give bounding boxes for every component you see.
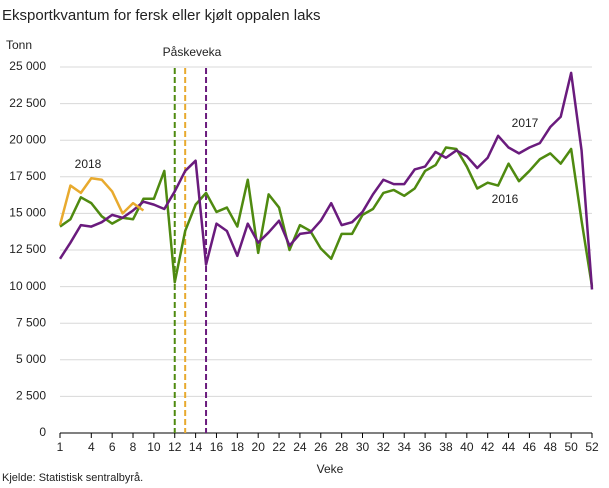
y-tick-label: 15 000 — [9, 206, 46, 220]
series-label: 2018 — [75, 157, 102, 171]
y-tick-label: 10 000 — [9, 279, 46, 293]
annotation: Påskeveka — [163, 45, 222, 59]
x-tick-label: 46 — [523, 440, 537, 454]
x-tick-label: 28 — [335, 440, 349, 454]
x-tick-label: 38 — [439, 440, 453, 454]
x-tick-label: 26 — [314, 440, 328, 454]
x-tick-label: 20 — [252, 440, 266, 454]
series-label: 2016 — [492, 192, 519, 206]
x-tick-label: 36 — [418, 440, 432, 454]
x-tick-label: 32 — [377, 440, 391, 454]
y-tick-label: 0 — [39, 425, 46, 439]
x-tick-label: 42 — [481, 440, 495, 454]
y-tick-label: 7 500 — [16, 315, 46, 329]
x-axis-label: Veke — [317, 462, 344, 476]
y-tick-label: 17 500 — [9, 169, 46, 183]
y-tick-label: 2 500 — [16, 389, 46, 403]
y-tick-label: 25 000 — [9, 59, 46, 73]
x-tick-label: 22 — [272, 440, 286, 454]
y-tick-label: 5 000 — [16, 352, 46, 366]
x-tick-label: 1 — [57, 440, 64, 454]
x-tick-label: 12 — [168, 440, 182, 454]
x-tick-label: 52 — [585, 440, 599, 454]
x-tick-label: 24 — [293, 440, 307, 454]
x-tick-label: 34 — [398, 440, 412, 454]
y-axis-label: Tonn — [6, 38, 32, 52]
series-line — [58, 177, 145, 226]
x-tick-label: 44 — [502, 440, 516, 454]
x-tick-label: 30 — [356, 440, 370, 454]
series-line — [59, 146, 594, 287]
series-line — [58, 71, 594, 290]
x-tick-label: 16 — [210, 440, 224, 454]
y-tick-label: 22 500 — [9, 96, 46, 110]
x-tick-label: 40 — [460, 440, 474, 454]
x-tick-label: 14 — [189, 440, 203, 454]
source: Kjelde: Statistisk sentralbyrå. — [2, 472, 143, 484]
x-tick-label: 10 — [147, 440, 161, 454]
y-tick-label: 12 500 — [9, 242, 46, 256]
x-tick-label: 48 — [544, 440, 558, 454]
x-tick-label: 4 — [88, 440, 95, 454]
x-tick-label: 8 — [130, 440, 137, 454]
x-tick-label: 18 — [231, 440, 245, 454]
series-label: 2017 — [512, 116, 539, 130]
chart-title: Eksportkvantum for fersk eller kjølt opp… — [2, 7, 320, 24]
y-tick-label: 20 000 — [9, 132, 46, 146]
x-tick-label: 50 — [564, 440, 578, 454]
x-tick-label: 6 — [109, 440, 116, 454]
